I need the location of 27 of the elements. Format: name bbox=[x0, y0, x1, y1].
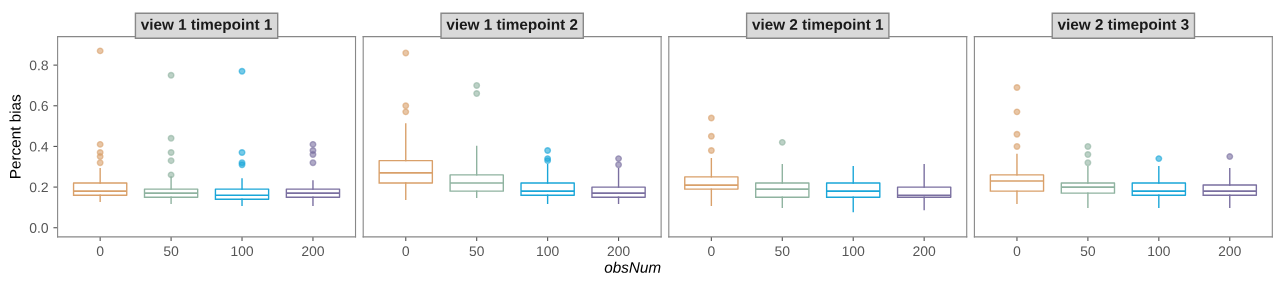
y-tick-label: 0.4 bbox=[29, 141, 49, 152]
x-tick-label: 200 bbox=[607, 246, 630, 257]
y-tick-label: 0.8 bbox=[29, 60, 48, 71]
x-tick-label: 0 bbox=[1013, 246, 1021, 257]
chart-title: view 2 timepoint 1 bbox=[752, 18, 884, 33]
y-tick-label: 0.0 bbox=[29, 223, 49, 233]
x-tick-label: 100 bbox=[842, 246, 865, 257]
y-axis-title: Percent bias bbox=[9, 94, 21, 178]
x-axis-title: obsNum bbox=[604, 261, 661, 273]
x-tick-label: 100 bbox=[537, 246, 559, 257]
x-tick-label: 200 bbox=[302, 246, 324, 257]
x-tick-label: 50 bbox=[469, 246, 484, 257]
x-tick-label: 0 bbox=[96, 246, 104, 257]
x-tick-label: 50 bbox=[1080, 246, 1096, 257]
x-tick-label: 200 bbox=[1218, 246, 1241, 257]
chart-title: view 2 timepoint 3 bbox=[1057, 18, 1189, 33]
chart-title: view 1 timepoint 1 bbox=[140, 18, 272, 33]
x-tick-label: 50 bbox=[163, 246, 179, 257]
x-tick-label: 0 bbox=[402, 246, 410, 257]
x-tick-label: 200 bbox=[913, 246, 936, 257]
y-tick-label: 0.6 bbox=[29, 101, 48, 111]
x-tick-label: 50 bbox=[775, 246, 790, 257]
x-tick-label: 0 bbox=[708, 246, 715, 257]
x-tick-label: 100 bbox=[231, 246, 254, 257]
x-tick-label: 100 bbox=[1148, 246, 1170, 257]
chart-title: view 1 timepoint 2 bbox=[446, 18, 578, 33]
y-tick-label: 0.2 bbox=[29, 182, 48, 193]
